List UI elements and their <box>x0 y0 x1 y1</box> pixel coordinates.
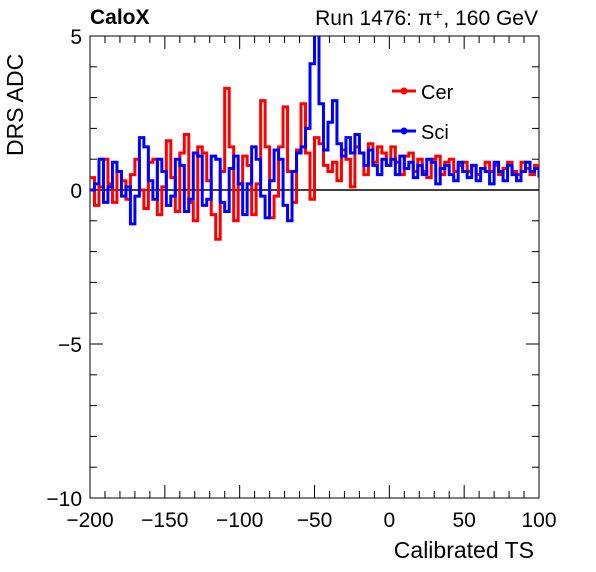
x-tick-label: −150 <box>141 509 188 532</box>
x-tick-label: −200 <box>66 509 113 532</box>
x-tick-label: −100 <box>216 509 263 532</box>
plot-frame <box>89 35 540 499</box>
x-tick-label: 100 <box>521 509 556 532</box>
x-axis-label: Calibrated TS <box>393 537 534 563</box>
y-tick-label: 0 <box>70 180 82 203</box>
series-sci-line <box>90 36 539 226</box>
run-info: Run 1476: π⁺, 160 GeV <box>315 7 538 30</box>
legend-cer-marker <box>400 87 408 95</box>
x-tick-label: 0 <box>383 509 395 532</box>
experiment-tag: CaloX <box>90 6 150 29</box>
legend-cer-label: Cer <box>421 82 454 104</box>
legend-sci-marker <box>400 127 408 135</box>
x-tick-label: 50 <box>452 509 475 532</box>
legend-sci-label: Sci <box>421 122 449 144</box>
y-tick-label: −5 <box>58 334 82 357</box>
y-tick-label: 5 <box>70 26 82 49</box>
x-tick-label: −50 <box>297 509 333 532</box>
y-tick-label: −10 <box>46 488 82 511</box>
